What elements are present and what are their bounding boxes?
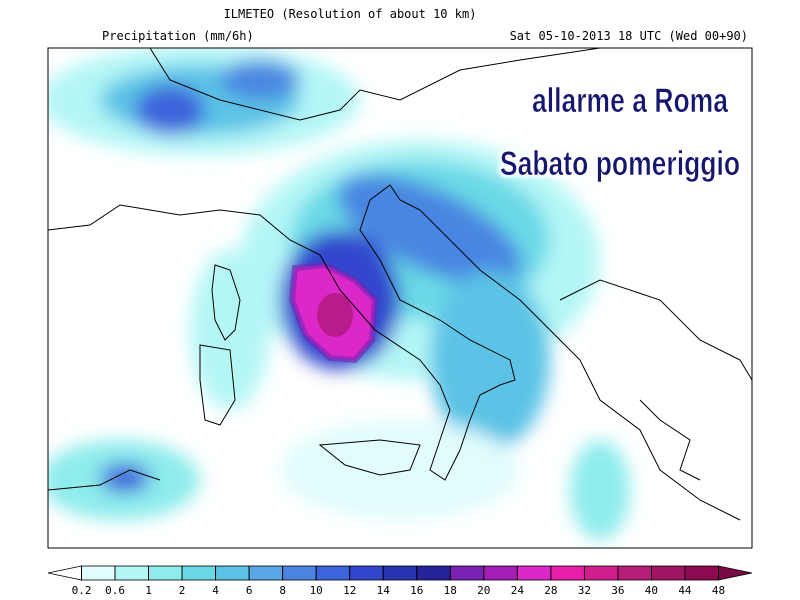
colorbar-box xyxy=(449,565,485,581)
colorbar-label: 10 xyxy=(310,584,323,597)
colorbar-box xyxy=(81,565,116,581)
coastlines xyxy=(48,48,752,521)
colorbar-box xyxy=(651,565,686,581)
colorbar-box xyxy=(382,565,418,581)
colorbar-label: 12 xyxy=(343,584,356,597)
overlay-line: Sabato pomeriggio xyxy=(500,145,740,183)
colorbar-box xyxy=(516,565,552,581)
colorbar-label: 4 xyxy=(212,584,219,597)
colorbar-label: 2 xyxy=(179,584,186,597)
precipitation-field xyxy=(48,48,752,540)
colorbar-box xyxy=(148,565,183,581)
colorbar-box xyxy=(684,565,719,581)
colorbar-box xyxy=(181,565,217,581)
colorbar-label: 0.2 xyxy=(72,584,92,597)
colorbar-box xyxy=(349,565,384,581)
colorbar-label: 6 xyxy=(246,584,253,597)
colorbar-box xyxy=(114,565,149,581)
colorbar-box xyxy=(550,565,585,581)
colorbar-label: 0.6 xyxy=(105,584,125,597)
map-title: ILMETEO (Resolution of about 10 km) xyxy=(224,7,477,21)
colorbar-label: 44 xyxy=(678,584,692,597)
colorbar-label: 48 xyxy=(712,584,725,597)
colorbar-box xyxy=(617,565,652,581)
colorbar-label: 18 xyxy=(444,584,457,597)
colorbar-label: 40 xyxy=(645,584,658,597)
colorbar-label: 36 xyxy=(611,584,624,597)
colorbar-box xyxy=(282,565,317,581)
colorbar-label: 20 xyxy=(477,584,490,597)
colorbar-label: 1 xyxy=(145,584,152,597)
colorbar-label: 32 xyxy=(578,584,591,597)
colorbar-box xyxy=(215,565,250,581)
overlay-line: allarme a Roma xyxy=(532,82,729,120)
colorbar-label: 24 xyxy=(511,584,525,597)
colorbar-box xyxy=(483,565,518,581)
valid-time: Sat 05-10-2013 18 UTC (Wed 00+90) xyxy=(510,29,748,43)
colorbar-box xyxy=(416,565,451,581)
colorbar-arrow xyxy=(718,565,753,581)
colorbar-box xyxy=(583,565,619,581)
colorbar-box xyxy=(248,565,284,581)
colorbar-label: 28 xyxy=(544,584,557,597)
colorbar-label: 14 xyxy=(377,584,391,597)
colorbar-arrow xyxy=(47,565,82,581)
colorbar-label: 16 xyxy=(410,584,423,597)
overlay-text: allarme a Roma Sabato pomeriggio xyxy=(500,82,741,183)
colorbar-label: 8 xyxy=(279,584,286,597)
map-frame xyxy=(47,47,753,549)
colorbar: 0.2 0.6 1 2 4 6 8 10 12 14 16 18 20 24 28 32 36 40 44 48 xyxy=(47,565,753,597)
variable-label: Precipitation (mm/6h) xyxy=(102,29,254,43)
colorbar-box xyxy=(315,565,351,581)
